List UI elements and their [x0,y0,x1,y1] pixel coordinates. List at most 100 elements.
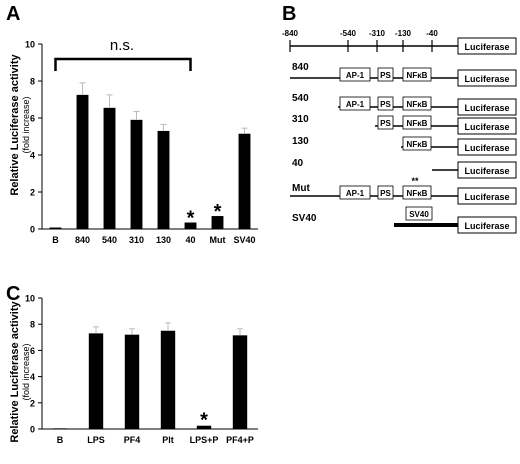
y-tick-label: 8 [30,77,35,87]
luciferase-label: Luciferase [464,74,509,84]
nfkb-label: NFκB [407,100,428,109]
luciferase-box [457,117,517,135]
construct-label-540: 540 [292,93,309,104]
luciferase-box [457,161,517,179]
ps-box [377,67,394,82]
ps-label: PS [380,119,391,128]
luciferase-label: Luciferase [464,166,509,176]
chart-a-bracket-label: n.s. [110,37,134,54]
luciferase-box [457,37,517,55]
y-tick-label: 10 [25,294,35,304]
construct-label-130: 130 [292,136,309,147]
ps-box [377,185,394,200]
ps-label: PS [380,189,391,198]
luciferase-box [457,69,517,87]
bar [160,330,176,429]
luciferase-box [457,98,517,116]
category-label: Mut [210,235,226,245]
category-label: 130 [156,235,171,245]
sv40-box [405,206,433,221]
y-tick-label: 8 [30,320,35,330]
construct-diagram: -840 -540 -310 -130 -40 Luciferase 840 A… [282,29,517,234]
y-tick-label: 4 [30,372,35,382]
ap1-box [339,185,371,200]
nfkb-box [402,67,432,82]
luciferase-label: Luciferase [464,103,509,113]
bar [103,107,116,229]
asterisk: * [187,208,195,230]
significance-bracket [54,57,192,71]
bar [49,227,62,229]
y-tick-label: 2 [30,398,35,408]
mutation-mark: ** [411,176,419,186]
y-tick-label: 0 [30,225,35,235]
chart-c: Relative Luciferase activity (fold incre… [9,294,258,445]
luciferase-label: Luciferase [464,143,509,153]
category-label: 540 [102,235,117,245]
sv40-label: SV40 [409,210,429,219]
ap1-box [339,96,371,111]
bar [232,335,248,429]
y-tick-label: 6 [30,346,35,356]
category-label: LPS+P [190,435,219,445]
y-tick-label: 6 [30,114,35,124]
ps-box [377,115,394,130]
ps-label: PS [380,100,391,109]
nfkb-box [402,96,432,111]
scale-label: -540 [340,29,357,38]
construct-label-840: 840 [292,62,309,73]
asterisk: * [214,201,222,223]
bar [211,216,224,229]
bar [52,428,68,429]
category-label: LPS [87,435,105,445]
nfkb-box [402,185,432,200]
nfkb-box [402,136,432,151]
scale-label: -310 [369,29,386,38]
category-label: PF4+P [226,435,254,445]
luciferase-label: Luciferase [464,122,509,132]
bar [76,94,89,229]
category-label: 310 [129,235,144,245]
chart-a-ylabel-sub: (fold increase) [21,96,31,153]
luciferase-box [457,187,517,205]
nfkb-label: NFκB [407,140,428,149]
scale-label: -840 [282,29,299,38]
luciferase-label: Luciferase [464,192,509,202]
luciferase-box [457,216,517,234]
category-label: B [52,235,59,245]
bar [196,425,212,429]
nfkb-box [402,115,432,130]
scale-label: -40 [426,29,438,38]
panel-label-b: B [282,3,296,25]
luciferase-box [457,138,517,156]
category-label: PF4 [124,435,141,445]
category-label: SV40 [233,235,255,245]
construct-label-sv40: SV40 [292,213,317,224]
bar [130,119,143,229]
nfkb-label: NFκB [407,189,428,198]
bar [157,130,170,229]
bar [124,334,140,429]
y-tick-label: 4 [30,151,35,161]
bar [238,133,251,229]
category-label: 840 [75,235,90,245]
ap1-box [339,67,371,82]
chart-c-ylabel-sub: (fold increase) [21,343,31,400]
ps-label: PS [380,71,391,80]
panel-label-c: C [6,283,20,305]
panel-label-a: A [6,3,20,25]
luciferase-label: Luciferase [464,42,509,52]
y-tick-label: 10 [25,40,35,50]
construct-label-mut: Mut [292,183,310,194]
bar [184,222,197,229]
asterisk: * [200,410,208,432]
construct-label-310: 310 [292,114,309,125]
category-label: Plt [162,435,174,445]
scale-label: -130 [395,29,412,38]
category-label: B [57,435,64,445]
nfkb-label: NFκB [407,71,428,80]
y-tick-label: 2 [30,188,35,198]
ps-box [377,96,394,111]
chart-c-ylabel: Relative Luciferase activity [9,301,21,443]
